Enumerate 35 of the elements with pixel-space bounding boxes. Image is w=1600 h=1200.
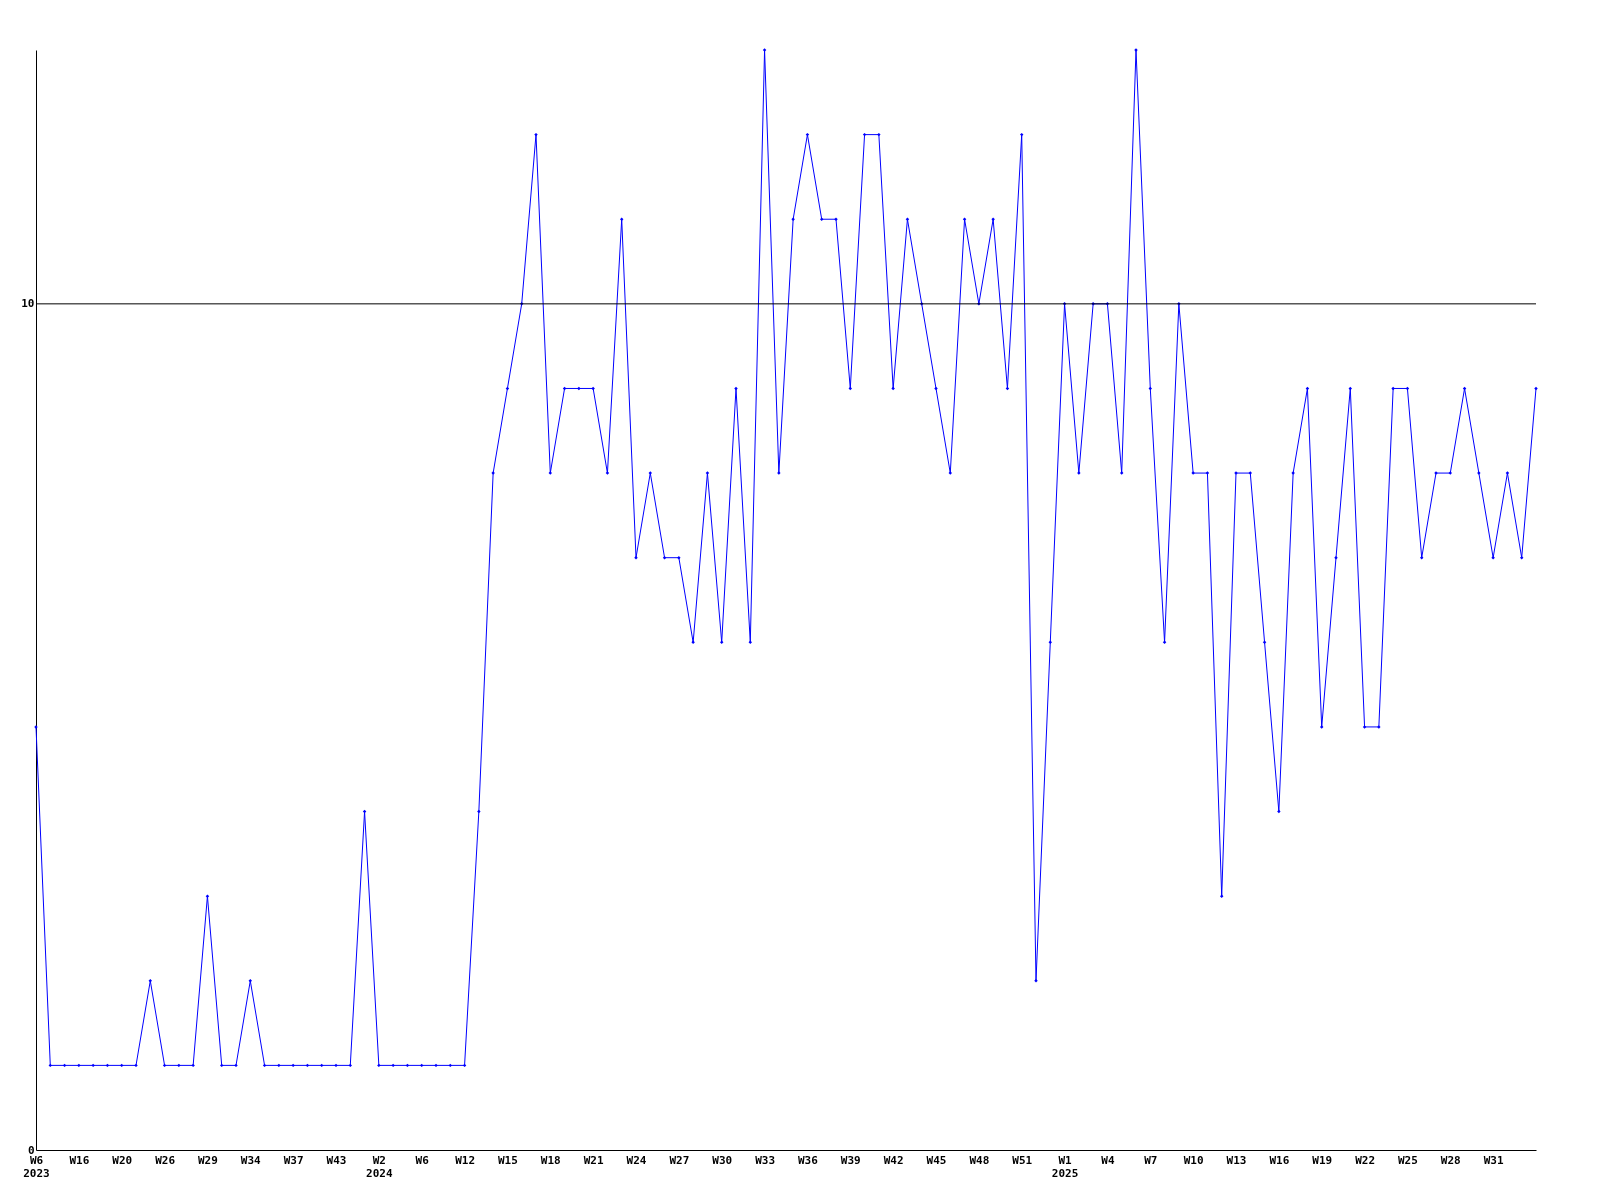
x-tick-label: W34 <box>240 1153 262 1167</box>
x-tick-label: W12 <box>455 1153 476 1167</box>
x-tick-label: W30 <box>712 1153 733 1167</box>
x-tick-label: W16 <box>1269 1153 1290 1167</box>
x-tick-label: W21 <box>583 1153 604 1167</box>
x-tick-label: W31 <box>1483 1153 1504 1167</box>
x-tick-label: W19 <box>1312 1153 1333 1167</box>
x-tick-label: W48 <box>969 1153 990 1167</box>
x-tick-label: W45 <box>926 1153 947 1167</box>
x-tick-label: W4 <box>1101 1153 1115 1167</box>
x-tick-label: W25 <box>1397 1153 1418 1167</box>
x-tick-label: W37 <box>283 1153 304 1167</box>
x-tick-label: W7 <box>1144 1153 1158 1167</box>
x-tick-label: W22 <box>1355 1153 1376 1167</box>
x-tick-label: W29 <box>197 1153 218 1167</box>
x-tick-label: W43 <box>326 1153 347 1167</box>
x-tick-label: W18 <box>540 1153 561 1167</box>
x-tick-label: W6 <box>415 1153 430 1167</box>
x-tick-label: W13 <box>1226 1153 1247 1167</box>
x-tick-label: W51 <box>1012 1153 1033 1167</box>
x-tick-label: W10 <box>1183 1153 1204 1167</box>
x-tick-label: W16 <box>69 1153 90 1167</box>
y-tick-label: 10 <box>21 297 35 311</box>
x-tick-label: W28 <box>1440 1153 1461 1167</box>
x-tick-label: W15 <box>497 1153 518 1167</box>
x-tick-label: W33 <box>755 1153 776 1167</box>
x-tick-label: W24 <box>626 1153 647 1167</box>
x-tick-label: W42 <box>883 1153 904 1167</box>
x-tick-label: W2 2024 <box>366 1153 393 1180</box>
x-tick-label: W20 <box>112 1153 133 1167</box>
x-tick-label: W27 <box>669 1153 690 1167</box>
x-tick-label: W39 <box>840 1153 861 1167</box>
x-tick-label: W1 2025 <box>1051 1153 1079 1180</box>
x-tick-label: W26 <box>155 1153 176 1167</box>
x-tick-label: W36 <box>797 1153 819 1167</box>
